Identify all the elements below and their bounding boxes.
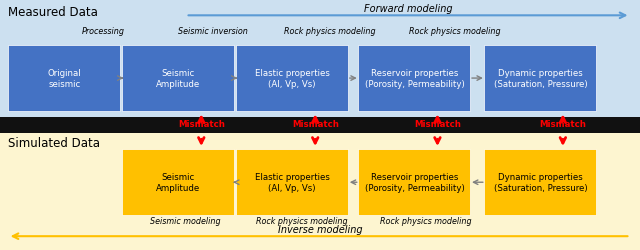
Bar <box>0 0 640 125</box>
Bar <box>0 117 640 133</box>
FancyBboxPatch shape <box>236 46 348 112</box>
FancyBboxPatch shape <box>358 149 470 216</box>
FancyBboxPatch shape <box>122 46 234 112</box>
Text: Reservoir properties
(Porosity, Permeability): Reservoir properties (Porosity, Permeabi… <box>365 69 464 89</box>
Text: Seismic
Amplitude: Seismic Amplitude <box>156 172 200 193</box>
Text: Seismic modeling: Seismic modeling <box>150 216 221 225</box>
FancyBboxPatch shape <box>236 149 348 216</box>
FancyBboxPatch shape <box>484 46 596 112</box>
Text: Dynamic properties
(Saturation, Pressure): Dynamic properties (Saturation, Pressure… <box>493 172 588 193</box>
Text: Seismic
Amplitude: Seismic Amplitude <box>156 69 200 89</box>
Text: Rock physics modeling: Rock physics modeling <box>256 216 348 225</box>
Text: Reservoir properties
(Porosity, Permeability): Reservoir properties (Porosity, Permeabi… <box>365 172 464 193</box>
FancyBboxPatch shape <box>8 46 120 112</box>
Text: Dynamic properties
(Saturation, Pressure): Dynamic properties (Saturation, Pressure… <box>493 69 588 89</box>
Text: Processing: Processing <box>82 27 125 36</box>
Text: Mismatch: Mismatch <box>292 120 339 129</box>
Text: Rock physics modeling: Rock physics modeling <box>408 27 500 36</box>
Text: Elastic properties
(AI, Vp, Vs): Elastic properties (AI, Vp, Vs) <box>255 69 330 89</box>
Text: Mismatch: Mismatch <box>414 120 461 129</box>
Text: Inverse modeling: Inverse modeling <box>278 224 362 234</box>
Text: Forward modeling: Forward modeling <box>364 4 452 14</box>
Text: Elastic properties
(AI, Vp, Vs): Elastic properties (AI, Vp, Vs) <box>255 172 330 193</box>
Text: Rock physics modeling: Rock physics modeling <box>284 27 376 36</box>
Text: Simulated Data: Simulated Data <box>8 136 100 149</box>
Bar <box>0 125 640 250</box>
FancyBboxPatch shape <box>122 149 234 216</box>
FancyBboxPatch shape <box>484 149 596 216</box>
FancyBboxPatch shape <box>358 46 470 112</box>
Text: Mismatch: Mismatch <box>178 120 225 129</box>
Text: Measured Data: Measured Data <box>8 6 97 19</box>
Text: Mismatch: Mismatch <box>540 120 586 129</box>
Text: Original
seismic: Original seismic <box>47 69 81 89</box>
Text: Seismic inversion: Seismic inversion <box>177 27 248 36</box>
Text: Rock physics modeling: Rock physics modeling <box>380 216 472 225</box>
